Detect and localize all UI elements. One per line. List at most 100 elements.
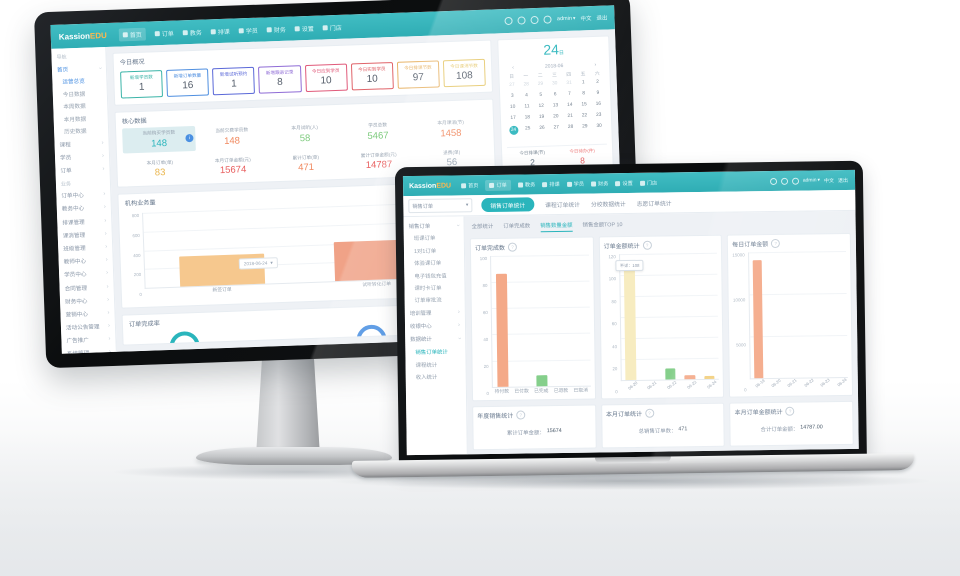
page-tab[interactable]: 销售订单统计 (481, 197, 535, 213)
sidebar-subitem[interactable]: 收入统计 (406, 370, 466, 383)
calendar-day[interactable]: 6 (553, 92, 557, 98)
user-menu[interactable]: admin (557, 16, 576, 23)
nav-item[interactable]: 订单 (485, 179, 511, 191)
nav-item[interactable]: 首页 (461, 182, 479, 189)
sidebar-subitem[interactable]: 课程统计 (405, 358, 465, 371)
help-icon[interactable] (771, 238, 781, 248)
calendar-day[interactable]: 14 (567, 102, 573, 108)
calendar-day[interactable]: 18 (524, 115, 531, 121)
calendar-day[interactable]: 21 (567, 113, 573, 119)
sidebar-item-stats[interactable]: 数据统计 (405, 332, 465, 346)
calendar-day[interactable]: 1 (581, 80, 585, 86)
nav-item[interactable]: 门店 (322, 22, 342, 32)
page-tab[interactable]: 课程订单统计 (545, 202, 580, 209)
calendar-day[interactable]: 15 (581, 102, 587, 108)
nav-item[interactable]: 财务 (266, 24, 286, 34)
calendar-day[interactable]: 4 (525, 93, 529, 99)
calendar-day[interactable]: 11 (524, 104, 530, 110)
calendar-day[interactable]: 27 (509, 82, 515, 88)
calendar-day[interactable]: 20 (553, 114, 559, 120)
stat-tab[interactable]: 全部统计 (471, 223, 494, 231)
order-type-select[interactable]: 销售订单 (408, 198, 473, 214)
nav-item[interactable]: 教务 (517, 181, 535, 188)
stat-tab[interactable]: 订单完成数 (503, 223, 531, 230)
sidebar-subitem[interactable]: 1对1订单 (404, 244, 464, 257)
stat-tab[interactable]: 销售金额TOP 10 (582, 222, 623, 229)
calendar-day[interactable]: 31 (566, 80, 572, 86)
calendar-day[interactable]: 28 (523, 82, 529, 88)
calendar-prev-button[interactable]: ‹ (512, 64, 514, 71)
user-menu[interactable]: admin (803, 177, 820, 183)
calendar-day[interactable]: 24 (508, 125, 519, 135)
stat-tab[interactable]: 销售数量金额 (540, 220, 573, 232)
sidebar-item-label: 排课管理 (62, 219, 85, 227)
calendar-day[interactable]: 9 (596, 90, 600, 96)
message-icon[interactable] (517, 16, 527, 25)
sidebar-subitem[interactable]: 销售订单统计 (405, 345, 465, 358)
nav-item[interactable]: 首页 (118, 27, 147, 42)
sidebar-subitem[interactable]: 体验课订单 (404, 256, 464, 269)
fullscreen-icon[interactable] (543, 15, 553, 24)
refresh-icon[interactable] (530, 15, 540, 25)
help-icon[interactable] (642, 240, 652, 250)
help-icon[interactable] (516, 410, 526, 420)
page-tab[interactable]: 志愿订单统计 (636, 200, 672, 208)
nav-item[interactable]: 设置 (615, 179, 633, 187)
nav-item[interactable]: 排课 (542, 180, 560, 188)
logout-link[interactable]: 退出 (596, 15, 608, 22)
calendar-day[interactable]: 29 (582, 124, 588, 130)
calendar-next-button[interactable]: › (594, 61, 597, 68)
calendar-day[interactable]: 27 (553, 125, 560, 131)
calendar-day[interactable]: 8 (582, 91, 586, 97)
sidebar-item-orders[interactable]: 销售订单 (404, 218, 464, 232)
calendar-day[interactable]: 17 (510, 115, 516, 121)
sidebar-subitem-label: 1对1订单 (413, 248, 437, 255)
stat-card-value: 108 (455, 70, 473, 82)
calendar-day[interactable]: 2 (596, 79, 600, 85)
calendar-day[interactable]: 13 (552, 103, 559, 109)
nav-item[interactable]: 财务 (590, 180, 608, 187)
nav-item[interactable]: 学员 (238, 25, 258, 35)
calendar-day[interactable]: 3 (510, 93, 514, 99)
sidebar-subitem[interactable]: 订单审批流 (405, 293, 465, 306)
calendar-day[interactable]: 30 (552, 81, 558, 87)
calendar-day[interactable]: 28 (567, 124, 574, 130)
panel-title: 本月订单金额统计 (734, 409, 783, 417)
bell-icon[interactable] (504, 16, 514, 26)
date-dropdown[interactable]: 2018-06-24 (238, 257, 279, 270)
calendar-day[interactable]: 29 (537, 81, 544, 87)
help-icon[interactable] (785, 406, 795, 416)
help-icon[interactable] (507, 242, 518, 252)
lang-switch[interactable]: 中文 (580, 16, 592, 23)
calendar-day[interactable]: 10 (509, 104, 516, 110)
nav-item[interactable]: 设置 (294, 23, 314, 33)
calendar-day[interactable]: 30 (596, 123, 602, 129)
calendar-day[interactable]: 12 (538, 103, 545, 109)
calendar-grid: 27 28 29 30 31 1 2 3 4 5 6 7 8 9 10 11 12 13 14 15 16 17 18 19 2… (505, 78, 607, 135)
help-icon[interactable] (644, 408, 655, 418)
nav-item[interactable]: 学员 (566, 180, 584, 187)
calendar-day[interactable]: 16 (595, 101, 602, 107)
message-icon[interactable] (780, 177, 788, 185)
sidebar-item[interactable]: 培训管理 (405, 306, 465, 320)
calendar-day[interactable]: 25 (524, 126, 531, 132)
sidebar-subitem[interactable]: 课时卡订单 (404, 281, 464, 294)
calendar-day[interactable]: 23 (595, 112, 602, 118)
calendar-day[interactable]: 26 (539, 125, 545, 131)
sidebar-item[interactable]: 收银中心 (405, 319, 465, 333)
calendar-day[interactable]: 5 (539, 92, 543, 98)
nav-item[interactable]: 订单 (154, 28, 174, 38)
calendar-day[interactable]: 7 (568, 91, 571, 97)
bell-icon[interactable] (769, 177, 777, 185)
page-tab[interactable]: 分校数据统计 (590, 201, 626, 209)
calendar-day[interactable]: 19 (538, 114, 545, 120)
refresh-icon[interactable] (791, 177, 799, 185)
sidebar-subitem[interactable]: 班课订单 (404, 232, 464, 245)
nav-item[interactable]: 门店 (639, 179, 657, 186)
calendar-day[interactable]: 22 (581, 113, 588, 119)
nav-item[interactable]: 教务 (182, 27, 202, 37)
lang-switch[interactable]: 中文 (823, 177, 835, 184)
sidebar-subitem[interactable]: 电子钱包充值 (404, 269, 464, 282)
nav-item[interactable]: 排课 (210, 26, 230, 36)
logout-link[interactable]: 退出 (837, 177, 849, 184)
